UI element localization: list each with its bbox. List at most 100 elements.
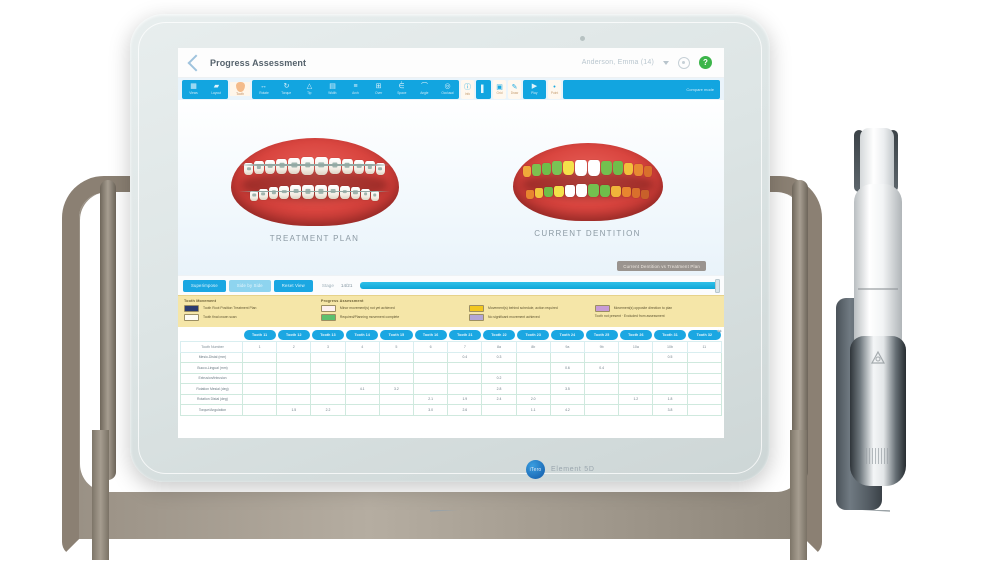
table-cell[interactable]: 1 xyxy=(241,341,278,353)
table-cell[interactable] xyxy=(241,393,278,405)
toolbar-button-overjet[interactable]: ⊞ Over xyxy=(367,80,390,99)
table-cell[interactable] xyxy=(241,351,278,363)
toolbar-button-space[interactable]: ⋵ Space xyxy=(390,80,413,99)
table-cell[interactable] xyxy=(378,351,415,363)
table-cell[interactable] xyxy=(549,372,586,384)
table-cell[interactable] xyxy=(584,372,620,384)
table-cell[interactable] xyxy=(241,404,278,416)
table-cell[interactable]: 9a xyxy=(549,341,586,353)
table-cell[interactable]: 1.8 xyxy=(652,393,688,405)
slider-thumb[interactable] xyxy=(715,278,720,293)
tooth[interactable] xyxy=(268,187,279,199)
table-row[interactable]: Bucco-Lingual (mm) 0.6 0.4 xyxy=(180,362,723,374)
table-cell[interactable] xyxy=(584,404,620,416)
treatment-plan-pane[interactable]: TREATMENT PLAN xyxy=(178,100,451,275)
table-cell[interactable] xyxy=(481,362,517,374)
toolbar-button-divider[interactable]: ▌ xyxy=(476,79,491,99)
tooth[interactable] xyxy=(588,184,599,197)
current-dentition-arch[interactable] xyxy=(512,143,663,221)
table-cell[interactable] xyxy=(686,372,723,384)
tooth[interactable] xyxy=(276,158,288,174)
tooth[interactable] xyxy=(259,188,268,200)
tooth[interactable] xyxy=(634,164,643,177)
table-column-header[interactable]: Tooth 16 xyxy=(414,329,448,342)
table-cell[interactable] xyxy=(447,383,483,395)
intraoral-scanner-wand[interactable] xyxy=(848,128,910,488)
table-cell[interactable] xyxy=(310,372,346,384)
table-cell[interactable]: 2.0 xyxy=(515,393,551,405)
table-cell[interactable] xyxy=(344,351,380,363)
table-cell[interactable] xyxy=(584,393,620,405)
reset-view-button[interactable]: Reset View xyxy=(273,279,313,292)
table-cell[interactable] xyxy=(686,393,723,405)
table-cell[interactable] xyxy=(686,351,723,363)
table-cell[interactable]: 2.2 xyxy=(310,404,346,416)
table-cell[interactable]: 5 xyxy=(378,341,415,353)
table-column-header[interactable]: Tooth 15 xyxy=(379,329,413,342)
tooth[interactable] xyxy=(532,164,541,177)
table-cell[interactable] xyxy=(447,362,483,374)
toolbar-button-tip[interactable]: △ Tip xyxy=(298,80,321,99)
tooth[interactable] xyxy=(328,157,341,175)
table-cell[interactable] xyxy=(378,404,415,416)
tooth[interactable] xyxy=(375,163,385,176)
tooth[interactable] xyxy=(600,160,612,176)
table-cell[interactable]: 10a xyxy=(618,341,654,353)
table-cell[interactable]: 3.0 xyxy=(413,404,449,416)
table-cell[interactable]: 7 xyxy=(447,341,483,353)
tooth[interactable] xyxy=(353,159,365,174)
table-cell[interactable] xyxy=(344,372,380,384)
table-cell[interactable]: 4.1 xyxy=(344,383,380,395)
table-cell[interactable] xyxy=(241,362,278,374)
table-cell[interactable]: 1.9 xyxy=(447,393,483,405)
table-cell[interactable]: 0.5 xyxy=(652,351,688,363)
table-row[interactable]: Mesio-Distal (mm) 0.4 0.3 0.5 xyxy=(180,351,723,363)
table-cell[interactable] xyxy=(276,362,312,374)
table-cell[interactable]: 2 xyxy=(276,341,312,353)
table-cell[interactable] xyxy=(686,383,723,395)
superimpose-button[interactable]: Superimpose xyxy=(183,279,226,292)
table-row[interactable]: Tooth Number 1 2 3 4 5 6 7 8a 8b 9a 9b 10a 10b 11 xyxy=(180,341,723,353)
tooth[interactable] xyxy=(588,160,600,176)
table-cell[interactable] xyxy=(276,393,312,405)
table-cell[interactable] xyxy=(686,362,723,374)
table-cell[interactable]: 1.5 xyxy=(276,404,312,416)
tooth[interactable] xyxy=(534,188,544,199)
table-cell[interactable] xyxy=(652,372,688,384)
gear-icon[interactable] xyxy=(678,56,690,69)
table-column-header[interactable]: Tooth 26 xyxy=(619,329,653,342)
tooth[interactable] xyxy=(563,160,575,176)
table-cell[interactable] xyxy=(310,393,346,405)
table-cell[interactable]: 9b xyxy=(584,341,620,353)
tooth[interactable] xyxy=(341,158,353,174)
tooth[interactable] xyxy=(641,190,650,200)
table-cell[interactable] xyxy=(241,383,278,395)
tooth[interactable] xyxy=(523,166,532,178)
chevron-down-icon[interactable] xyxy=(663,60,669,65)
table-cell[interactable]: 1.1 xyxy=(515,404,551,416)
table-row[interactable]: Torque/Angulation 1.5 2.2 3.0 2.6 1.1 4.2 3.8 xyxy=(180,404,723,416)
table-cell[interactable] xyxy=(276,383,312,395)
help-icon[interactable]: ? xyxy=(699,56,712,69)
table-cell[interactable]: 1.2 xyxy=(618,393,654,405)
table-column-header[interactable]: Tooth 31 xyxy=(653,329,687,342)
table-cell[interactable]: 2.1 xyxy=(413,393,449,405)
toolbar-button-torque[interactable]: ↻ Torque xyxy=(275,80,298,99)
table-cell[interactable]: 8a xyxy=(481,341,517,353)
tooth[interactable] xyxy=(544,186,554,198)
table-cell[interactable] xyxy=(344,362,380,374)
table-cell[interactable] xyxy=(618,372,654,384)
table-cell[interactable] xyxy=(310,351,346,363)
expand-icon[interactable]: ⬌ xyxy=(716,329,722,335)
tooth[interactable] xyxy=(350,187,361,199)
table-cell[interactable] xyxy=(413,351,449,363)
table-column-header[interactable]: Tooth 22 xyxy=(482,329,516,342)
table-cell[interactable] xyxy=(481,404,517,416)
table-cell[interactable]: 2.8 xyxy=(481,383,517,395)
treatment-plan-arch[interactable] xyxy=(230,138,399,226)
table-cell[interactable]: 4 xyxy=(344,341,380,353)
table-cell[interactable]: 0.3 xyxy=(481,351,517,363)
table-cell[interactable]: 11 xyxy=(686,341,723,353)
table-cell[interactable] xyxy=(241,372,278,384)
toolbar-button-angle[interactable]: ⌒ Angle xyxy=(413,80,436,99)
